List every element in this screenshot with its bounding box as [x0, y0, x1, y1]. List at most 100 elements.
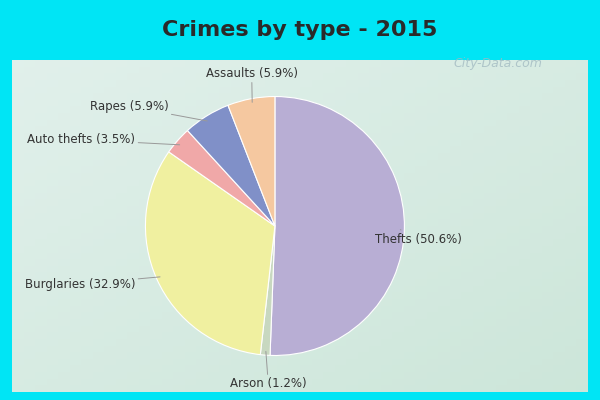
Bar: [81, 200, 92, 206]
Bar: [12, 279, 23, 286]
Bar: [300, 133, 311, 140]
Bar: [208, 366, 220, 372]
Bar: [12, 385, 23, 392]
Bar: [404, 279, 415, 286]
Bar: [508, 372, 519, 379]
Bar: [265, 140, 277, 146]
Bar: [127, 286, 139, 292]
Bar: [380, 140, 392, 146]
Bar: [484, 160, 496, 166]
Bar: [254, 106, 265, 113]
Bar: [542, 153, 553, 160]
Bar: [404, 206, 415, 213]
Bar: [289, 286, 300, 292]
Bar: [300, 80, 311, 86]
Bar: [104, 186, 116, 193]
Bar: [70, 80, 81, 86]
Bar: [265, 252, 277, 259]
Bar: [196, 306, 208, 312]
Bar: [92, 146, 104, 153]
Bar: [542, 372, 553, 379]
Bar: [553, 259, 565, 266]
Bar: [254, 80, 265, 86]
Bar: [58, 160, 70, 166]
Bar: [311, 233, 323, 239]
Bar: [450, 113, 461, 120]
Bar: [380, 259, 392, 266]
Bar: [139, 379, 150, 385]
Bar: [346, 252, 358, 259]
Bar: [81, 252, 92, 259]
Bar: [461, 140, 473, 146]
Bar: [289, 332, 300, 339]
Bar: [162, 200, 173, 206]
Bar: [162, 166, 173, 173]
Bar: [473, 200, 484, 206]
Bar: [127, 219, 139, 226]
Bar: [104, 266, 116, 272]
Bar: [496, 346, 508, 352]
Bar: [542, 173, 553, 180]
Bar: [242, 286, 254, 292]
Bar: [473, 219, 484, 226]
Bar: [530, 180, 542, 186]
Bar: [150, 67, 162, 73]
Bar: [392, 193, 404, 200]
Bar: [369, 299, 380, 306]
Bar: [577, 80, 588, 86]
Bar: [254, 346, 265, 352]
Bar: [577, 372, 588, 379]
Bar: [346, 213, 358, 219]
Bar: [185, 67, 196, 73]
Bar: [358, 246, 369, 252]
Bar: [577, 233, 588, 239]
Bar: [323, 113, 335, 120]
Bar: [104, 326, 116, 332]
Bar: [254, 206, 265, 213]
Bar: [23, 86, 35, 93]
Bar: [311, 173, 323, 180]
Bar: [70, 160, 81, 166]
Bar: [577, 186, 588, 193]
Bar: [47, 332, 58, 339]
Bar: [369, 140, 380, 146]
Bar: [473, 286, 484, 292]
Bar: [58, 233, 70, 239]
Bar: [58, 146, 70, 153]
Bar: [530, 385, 542, 392]
Bar: [70, 319, 81, 326]
Bar: [35, 246, 47, 252]
Bar: [438, 113, 450, 120]
Bar: [242, 319, 254, 326]
Bar: [415, 219, 427, 226]
Bar: [438, 352, 450, 359]
Bar: [335, 352, 346, 359]
Bar: [196, 213, 208, 219]
Bar: [277, 86, 289, 93]
Bar: [553, 239, 565, 246]
Bar: [496, 366, 508, 372]
Bar: [484, 385, 496, 392]
Bar: [335, 60, 346, 67]
Bar: [185, 252, 196, 259]
Bar: [173, 332, 185, 339]
Bar: [35, 279, 47, 286]
Bar: [473, 239, 484, 246]
Bar: [185, 359, 196, 366]
Bar: [358, 213, 369, 219]
Bar: [220, 173, 231, 180]
Bar: [162, 86, 173, 93]
Bar: [58, 246, 70, 252]
Bar: [473, 193, 484, 200]
Bar: [254, 286, 265, 292]
Bar: [265, 292, 277, 299]
Bar: [58, 266, 70, 272]
Bar: [369, 153, 380, 160]
Bar: [254, 239, 265, 246]
Bar: [173, 173, 185, 180]
Bar: [311, 153, 323, 160]
Bar: [81, 153, 92, 160]
Bar: [208, 80, 220, 86]
Bar: [335, 120, 346, 126]
Bar: [81, 332, 92, 339]
